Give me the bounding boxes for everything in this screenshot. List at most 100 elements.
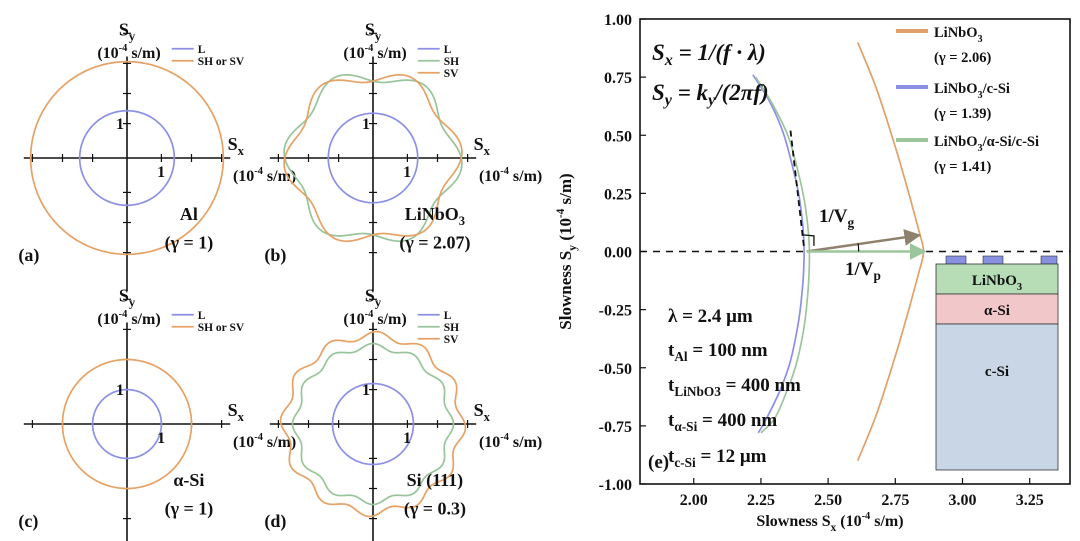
param-2: tLiNbO3 = 400 nm: [668, 375, 801, 399]
sx-unit: (10-4 s/m): [479, 166, 542, 185]
param-3: tα-Si = 400 nm: [668, 410, 777, 434]
panel-label: (d): [264, 511, 286, 532]
series-l: [327, 112, 419, 204]
y-tick-label: 1: [116, 382, 124, 399]
panel-e-chart: -1.00 -0.75 -0.50 -0.25 0.00 0.25 0.50 0.75 1.00…: [555, 12, 1071, 534]
x-axis-label: Slowness Sx (10-4 s/m): [756, 511, 903, 534]
x-tick-label: 2.00: [680, 492, 708, 509]
legend-gamma: (γ = 2.06): [934, 50, 991, 66]
gamma-label: (γ = 1): [165, 232, 214, 253]
series-sh-or-sv: [61, 358, 193, 490]
legend-label: L: [444, 44, 452, 56]
param-4: tc-Si = 12 μm: [668, 446, 767, 470]
y-tick-label: 0.00: [604, 245, 632, 262]
layer-a-si-label: α-Si: [984, 303, 1010, 319]
legend-label: SH or SV: [198, 322, 245, 334]
y-tick-label: 0.75: [604, 70, 632, 87]
sx-label: Sx: [474, 400, 491, 424]
x-tick-label: 3.25: [1016, 492, 1044, 509]
layer-c-si-label: c-Si: [985, 364, 1009, 380]
gamma-label: (γ = 0.3): [404, 498, 466, 519]
legend-label: LiNbO3/c-Si: [934, 81, 1010, 101]
legend-label: SH: [444, 56, 459, 68]
legend-label: SV: [444, 334, 459, 346]
y-tick-label: -0.75: [599, 419, 632, 436]
electrode: [982, 255, 1004, 265]
material-label: α-Si: [173, 470, 204, 490]
layer-linbo3: [935, 263, 1059, 295]
angle-arc: [857, 243, 860, 252]
panel-label: (b): [264, 245, 286, 266]
gamma-label: (γ = 2.07): [399, 232, 470, 253]
x-tick-label: 3.00: [949, 492, 977, 509]
x-tick-label: 2.50: [814, 492, 842, 509]
right-angle-marker: [802, 234, 815, 246]
sy-unit: (10-4 s/m): [343, 309, 406, 328]
legend-label: LiNbO3/α-Si/c-Si: [934, 134, 1039, 154]
material-label: Al: [180, 204, 198, 224]
series-sh: [291, 342, 455, 506]
legend-label: L: [198, 44, 206, 56]
formula-sx: Sx = 1/(f · λ): [652, 40, 766, 69]
y-tick-label: 0.25: [604, 186, 632, 203]
param-1: tAl = 100 nm: [668, 340, 768, 364]
legend-label: L: [198, 310, 206, 322]
formula-sy: Sy = ky/(2πf): [652, 80, 769, 109]
x-tick-label: 1: [157, 164, 165, 181]
group-velocity-arrow: [806, 229, 922, 253]
gamma-label: (γ = 1): [165, 498, 214, 519]
layer-c-si: [935, 323, 1059, 471]
sx-label: Sx: [228, 400, 245, 424]
sy-label: Sy: [365, 19, 382, 43]
electrode: [1040, 255, 1058, 265]
y-tick-label: 1: [116, 116, 124, 133]
panel-label: (c): [18, 511, 38, 532]
x-tick-label: 2.75: [881, 492, 909, 509]
series-l: [78, 109, 176, 207]
y-tick-label: 0.50: [604, 128, 632, 145]
legend-label: LiNbO3: [934, 25, 983, 45]
material-label: LiNbO3: [405, 204, 465, 228]
x-tick-label: 1: [403, 164, 411, 181]
x-tick-label: 2.25: [747, 492, 775, 509]
legend-label: SH: [444, 322, 459, 334]
y-tick-label: -0.50: [599, 361, 632, 378]
panel-label-e: (e): [648, 452, 669, 473]
sy-label: Sy: [119, 19, 136, 43]
y-tick-label: 1.00: [604, 12, 632, 29]
electrode: [945, 255, 967, 265]
sx-label: Sx: [474, 134, 491, 158]
vp-label: 1/Vp: [845, 259, 881, 283]
y-tick-label: -0.25: [599, 303, 632, 320]
legend-label: L: [444, 310, 452, 322]
layer-linbo3-label: LiNbO3: [972, 273, 1022, 293]
sy-label: Sy: [119, 285, 136, 309]
panel-label: (a): [18, 245, 39, 266]
legend-gamma: (γ = 1.41): [934, 159, 991, 175]
series-sv: [279, 330, 467, 518]
series-sv: [283, 73, 463, 243]
legend-gamma: (γ = 1.39): [934, 106, 991, 122]
y-tick-label: 1: [362, 116, 370, 133]
vg-label: 1/Vg: [819, 206, 855, 230]
x-tick-label: 1: [157, 430, 165, 447]
y-tick-label: -1.00: [599, 477, 632, 494]
sy-unit: (10-4 s/m): [97, 309, 160, 328]
series-sh-or-sv: [29, 60, 225, 256]
sy-label: Sy: [365, 285, 382, 309]
sy-unit: (10-4 s/m): [343, 43, 406, 62]
material-label: Si (111): [407, 470, 464, 491]
layer-a-si: [935, 293, 1059, 325]
x-tick-label: 1: [403, 430, 411, 447]
series-l: [91, 388, 163, 460]
legend-label: SV: [444, 68, 459, 80]
param-0: λ = 2.4 μm: [668, 306, 753, 327]
y-tick-label: 1: [362, 382, 370, 399]
series-l: [331, 382, 415, 466]
sx-unit: (10-4 s/m): [479, 432, 542, 451]
